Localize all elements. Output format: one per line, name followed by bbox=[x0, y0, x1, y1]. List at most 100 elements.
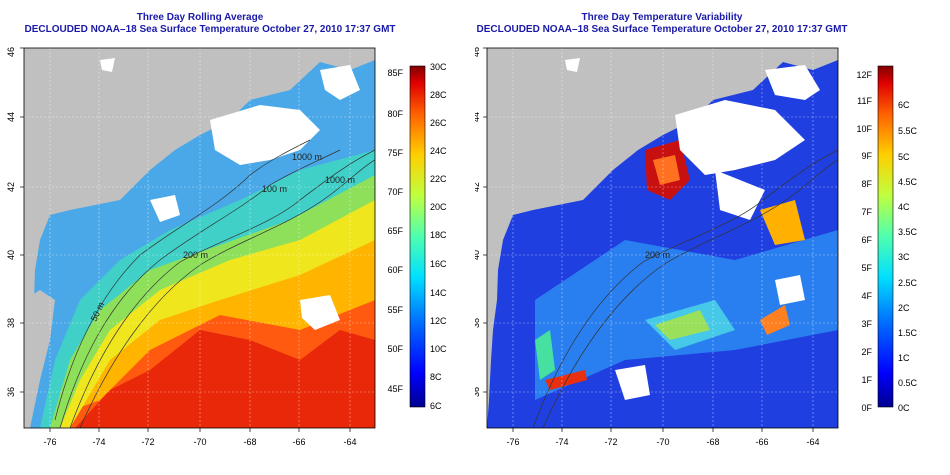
land-mass bbox=[487, 48, 838, 428]
colorbar-c-label: 6C bbox=[430, 401, 442, 411]
graticule bbox=[487, 48, 838, 428]
right-subtitle: DECLOUDED NOAA–18 Sea Surface Temperatur… bbox=[476, 24, 848, 35]
left-subtitle: DECLOUDED NOAA–18 Sea Surface Temperatur… bbox=[24, 24, 396, 35]
contour-label: 100 m bbox=[262, 184, 287, 194]
left-title: Three Day Rolling Average bbox=[136, 12, 264, 23]
colorbar-c-label: 1.5C bbox=[898, 328, 918, 338]
lon-tick-label: -68 bbox=[706, 437, 719, 447]
lon-tick-label: -70 bbox=[193, 437, 206, 447]
colorbar-f-label: 5F bbox=[861, 263, 872, 273]
colorbar-c-label: 30C bbox=[430, 62, 447, 72]
colorbar-c-label: 22C bbox=[430, 174, 447, 184]
left-map-area bbox=[24, 48, 375, 428]
colorbar-f-label: 11F bbox=[857, 96, 872, 106]
colorbar-c-label: 26C bbox=[430, 118, 447, 128]
right-title: Three Day Temperature Variability bbox=[581, 12, 743, 23]
right-map-panel: 200 m -76 -74 -72 -70 -68 -66 -64 36 38 … bbox=[475, 47, 918, 447]
lon-tick-label: -72 bbox=[141, 437, 154, 447]
land-mass bbox=[24, 48, 375, 428]
colorbar-c-label: 18C bbox=[430, 230, 447, 240]
cloud-patch bbox=[775, 275, 805, 305]
colorbar-c-label: 28C bbox=[430, 90, 447, 100]
lat-tick-label: 42 bbox=[6, 182, 16, 192]
colorbar-f-label: 4F bbox=[861, 291, 872, 301]
colorbar-f-label: 3F bbox=[861, 319, 872, 329]
contour-1000m bbox=[79, 159, 375, 428]
colorbar-c-label: 3.5C bbox=[898, 227, 918, 237]
colorbar-f-label: 45F bbox=[387, 384, 403, 394]
colorbar-f-label: 9F bbox=[861, 151, 872, 161]
contour-200m bbox=[532, 149, 838, 428]
lat-tick-label: 46 bbox=[6, 47, 16, 57]
lon-tick-label: -76 bbox=[43, 437, 56, 447]
lat-tick-label: 40 bbox=[6, 250, 16, 260]
contour-label: 1000 m bbox=[325, 175, 355, 185]
colorbar-c-label: 0C bbox=[898, 403, 910, 413]
colorbar-c-label: 16C bbox=[430, 259, 447, 269]
colorbar-f-label: 0F bbox=[861, 403, 872, 413]
colorbar-c-label: 5.5C bbox=[898, 126, 918, 136]
lat-tick-label: 46 bbox=[475, 47, 481, 57]
variability-patch bbox=[760, 200, 805, 245]
contour-label: 200 m bbox=[183, 250, 208, 260]
lon-tick-label: -76 bbox=[506, 437, 519, 447]
contour-label: 1000 m bbox=[292, 152, 322, 162]
variability-patch bbox=[535, 330, 555, 380]
contour-100m bbox=[59, 149, 341, 428]
lat-tick-label: 40 bbox=[475, 250, 481, 260]
contour-1000m bbox=[542, 159, 838, 428]
sst-warm-core bbox=[75, 330, 375, 428]
colorbar-f-label: 50F bbox=[387, 344, 403, 354]
colorbar-f-label: 75F bbox=[387, 148, 403, 158]
colorbar-f-label: 10F bbox=[856, 124, 872, 134]
colorbar-c-label: 0.5C bbox=[898, 378, 918, 388]
cloud-patch-gom bbox=[210, 105, 320, 165]
lon-tick-label: -70 bbox=[656, 437, 669, 447]
colorbar-f-label: 55F bbox=[387, 305, 403, 315]
graticule bbox=[24, 48, 375, 428]
colorbar-f-label: 60F bbox=[387, 265, 403, 275]
colorbar-c-label: 24C bbox=[430, 146, 447, 156]
lat-tick-label: 44 bbox=[6, 112, 16, 122]
cloud-patch-gom bbox=[675, 100, 805, 175]
right-colorbar bbox=[877, 65, 894, 408]
colorbar-c-label: 1C bbox=[898, 353, 910, 363]
colorbar-f-label: 2F bbox=[861, 347, 872, 357]
variability-patch bbox=[545, 370, 587, 390]
colorbar-c-label: 8C bbox=[430, 372, 442, 382]
lon-tick-label: -68 bbox=[243, 437, 256, 447]
contour-50m bbox=[54, 139, 311, 421]
lon-tick-label: -64 bbox=[343, 437, 356, 447]
contour-200m bbox=[69, 149, 375, 428]
colorbar-c-label: 2.5C bbox=[898, 278, 918, 288]
lat-tick-label: 44 bbox=[475, 112, 481, 122]
colorbar-f-label: 65F bbox=[387, 226, 403, 236]
cloud-patch-4 bbox=[100, 58, 115, 72]
lon-tick-label: -66 bbox=[292, 437, 305, 447]
colorbar-c-label: 10C bbox=[430, 344, 447, 354]
cloud-patch bbox=[765, 65, 820, 100]
colorbar-f-label: 12F bbox=[856, 70, 872, 80]
lon-tick-label: -74 bbox=[555, 437, 568, 447]
variability-patch bbox=[760, 305, 790, 335]
colorbar-c-label: 12C bbox=[430, 316, 447, 326]
lat-tick-label: 36 bbox=[6, 387, 16, 397]
cloud-patch bbox=[565, 58, 580, 72]
colorbar-c-label: 5C bbox=[898, 152, 910, 162]
left-colorbar bbox=[409, 65, 426, 408]
cloud-patch bbox=[615, 365, 650, 400]
lon-tick-label: -64 bbox=[806, 437, 819, 447]
colorbar-c-label: 3C bbox=[898, 252, 910, 262]
lon-tick-label: -74 bbox=[92, 437, 105, 447]
colorbar-c-label: 20C bbox=[430, 202, 447, 212]
colorbar-f-label: 70F bbox=[387, 187, 403, 197]
lon-tick-label: -66 bbox=[755, 437, 768, 447]
right-map-frame bbox=[486, 47, 839, 429]
right-map-area bbox=[487, 48, 838, 428]
lat-tick-label: 38 bbox=[6, 318, 16, 328]
colorbar-f-label: 6F bbox=[861, 235, 872, 245]
variability-patch bbox=[655, 310, 710, 340]
left-map-panel: 1000 m 100 m 1000 m 200 m 50 m -76 -74 -… bbox=[6, 47, 447, 447]
colorbar-f-label: 80F bbox=[387, 109, 403, 119]
lat-tick-label: 36 bbox=[475, 387, 481, 397]
